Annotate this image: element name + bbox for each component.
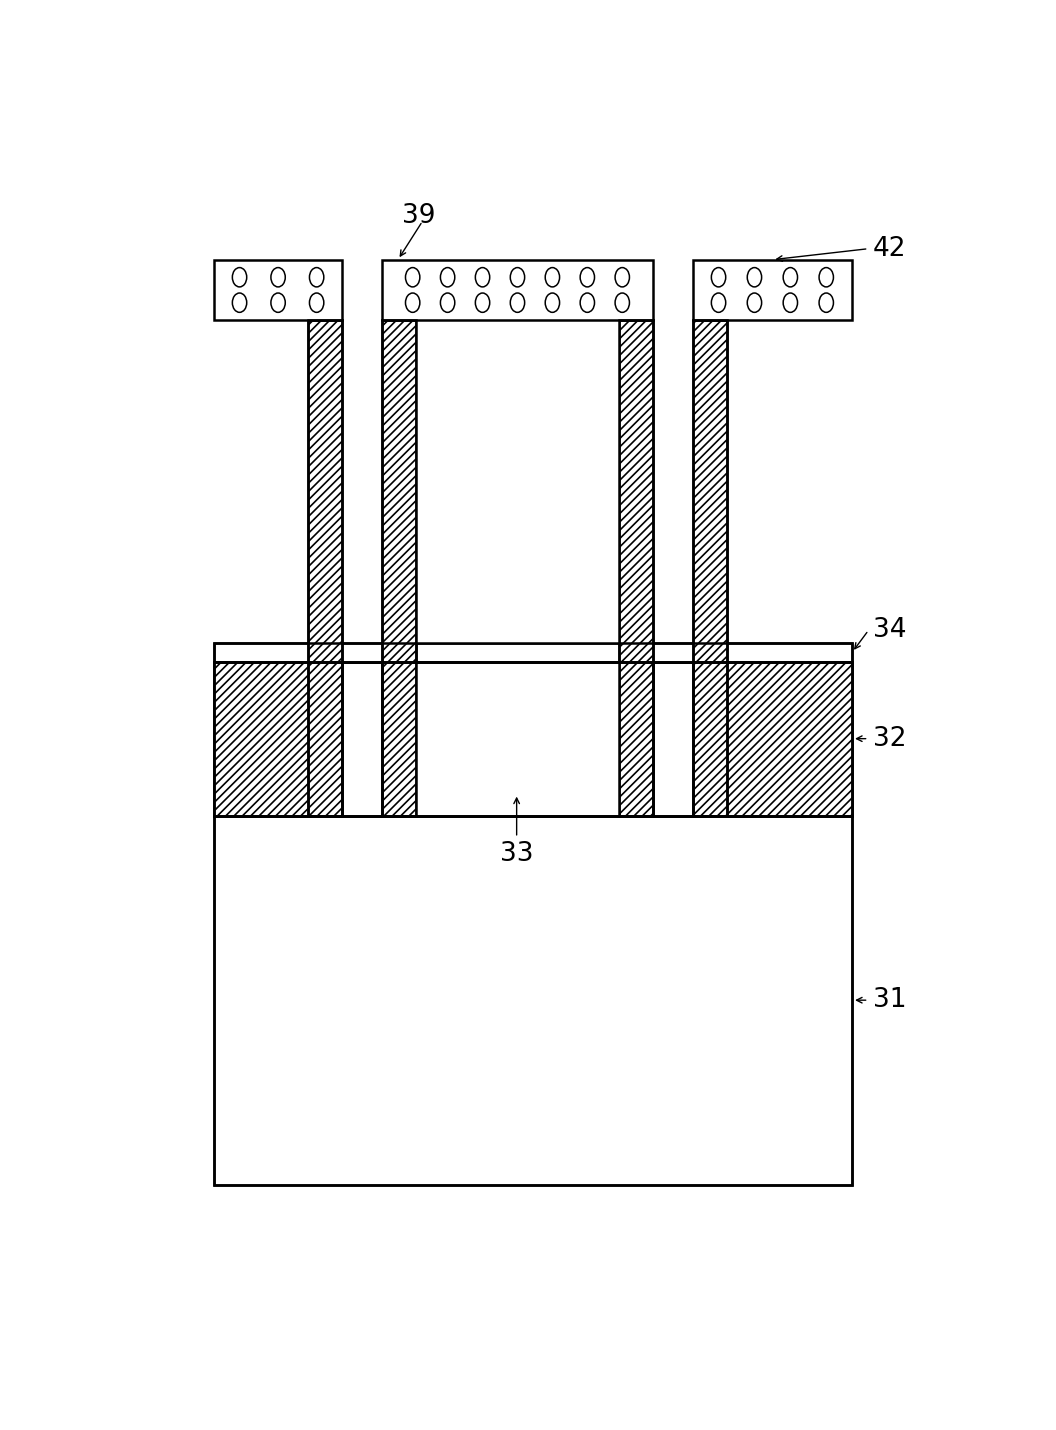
Bar [213, 260, 342, 320]
Bar [619, 320, 654, 815]
Bar [693, 320, 727, 815]
Text: 32: 32 [872, 725, 906, 752]
Bar [381, 320, 416, 815]
Bar [213, 662, 852, 815]
Bar [308, 320, 342, 815]
Bar [381, 662, 654, 815]
Bar [381, 320, 416, 815]
Text: 33: 33 [499, 841, 533, 867]
Bar [693, 260, 852, 320]
Bar [213, 644, 852, 662]
Bar [381, 260, 654, 320]
Bar [693, 320, 727, 815]
Bar [416, 320, 619, 644]
Bar [213, 662, 852, 815]
Text: 39: 39 [401, 203, 435, 229]
Bar [693, 662, 852, 815]
Bar [619, 320, 654, 815]
Bar [213, 644, 852, 662]
Text: 34: 34 [872, 618, 906, 644]
Bar [213, 662, 342, 815]
Text: 31: 31 [872, 987, 906, 1014]
Text: 42: 42 [872, 236, 906, 262]
Bar [693, 662, 852, 815]
Bar [213, 815, 852, 1184]
Bar [213, 815, 852, 1184]
Bar [416, 662, 619, 815]
Bar [213, 662, 342, 815]
Bar [381, 662, 654, 815]
Bar [308, 320, 342, 815]
